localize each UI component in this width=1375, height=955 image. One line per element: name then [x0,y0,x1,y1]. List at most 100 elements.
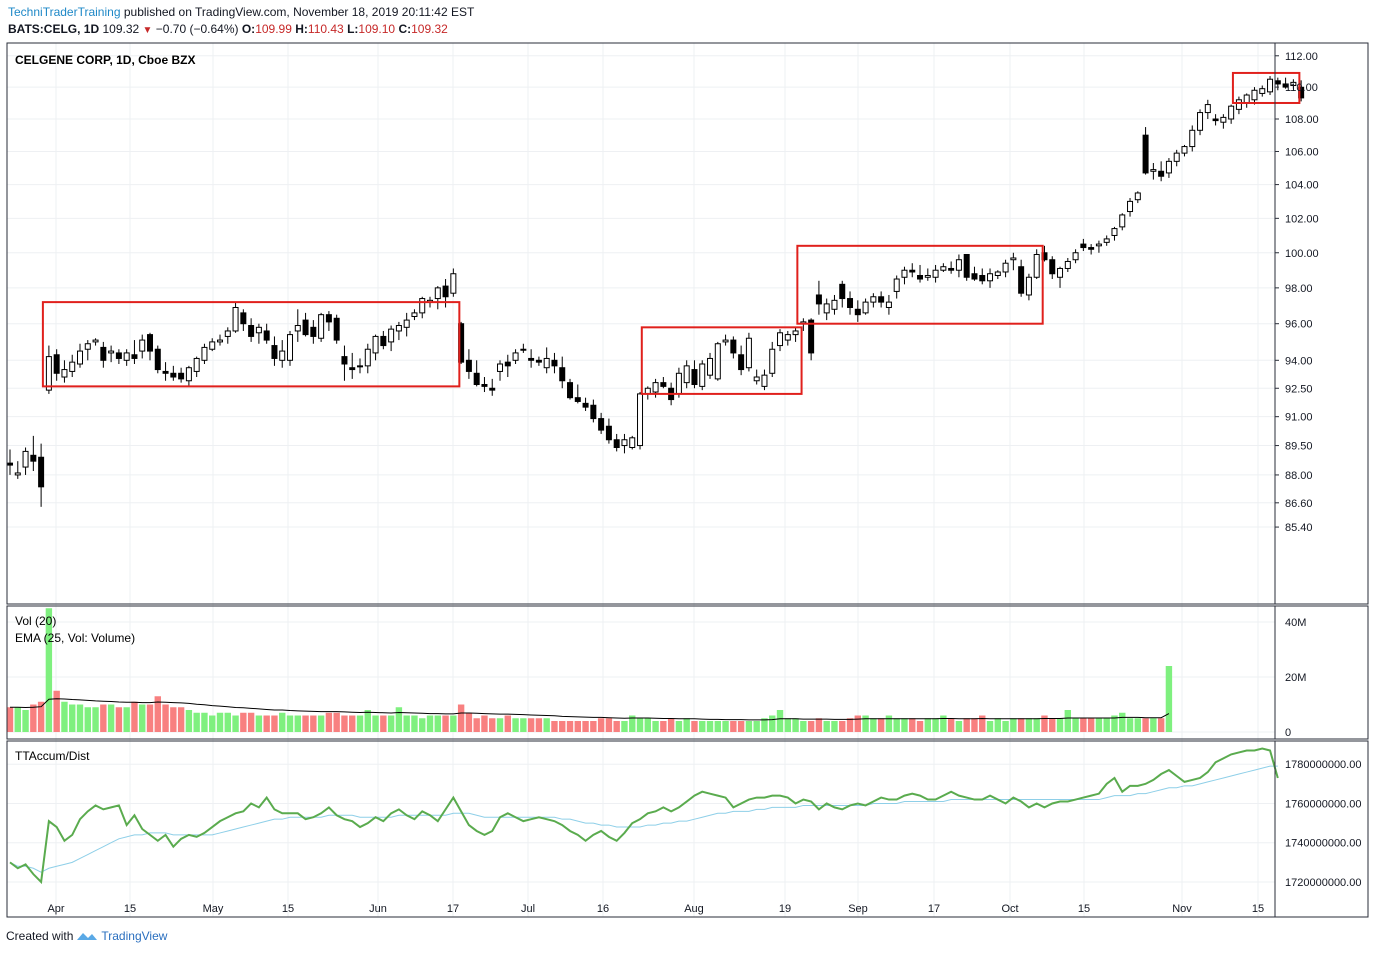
price-pane-title: CELGENE CORP, 1D, Cboe BZX [15,53,195,67]
volume-bar [667,718,675,732]
volume-bar [1119,712,1126,732]
volume-bar [170,707,177,732]
volume-bar [240,712,247,732]
volume-bar [737,721,745,732]
candle-body [473,372,480,386]
tradingview-logo-icon [77,933,98,940]
volume-bar [45,608,53,732]
volume-bar [784,718,791,732]
indicator-average-line [9,765,1278,873]
consolidation-box [796,244,1044,325]
author-link[interactable]: TechniTraderTraining [8,5,121,19]
consolidation-box [41,301,461,388]
price-tick-label: 96.00 [1285,319,1313,331]
candle-body [885,301,892,308]
candle-body [287,334,294,361]
tradingview-link[interactable]: TradingView [101,929,168,943]
price-tick-label: 94.00 [1285,355,1313,367]
footer: Created with TradingView [6,929,167,943]
candle-body [948,267,955,271]
candle-body [605,425,612,441]
volume-bar [947,718,955,732]
candle-body [372,335,379,354]
candle-body [1103,238,1110,243]
x-tick-label: Jul [521,903,535,915]
candle-body [1134,192,1141,201]
price-tick-label: 92.50 [1285,383,1313,395]
volume-bar [115,707,123,732]
volume-bar [53,690,60,732]
volume-bar [162,704,169,732]
price-tick-label: 108.00 [1285,114,1319,126]
candle-body [722,339,729,343]
ohlc-legend: BATS:CELG, 1D 109.32 ▼ −0.70 (−0.64%) O:… [8,22,448,36]
indicator-pane [9,747,1279,885]
candle-body [1064,260,1071,269]
candle-body [1189,129,1196,148]
volume-bar [800,721,807,732]
volume-bar [885,715,893,732]
volume-bar [792,718,799,732]
candle-body [294,325,301,332]
volume-bar [76,704,84,732]
candle-body [675,372,682,395]
candle-body [1080,243,1087,249]
candle-body [512,352,519,361]
volume-bar [621,721,628,732]
volume-bar [535,718,543,732]
down-arrow-icon: ▼ [142,25,153,36]
candle-body [815,294,822,305]
volume-bar [419,718,426,732]
candle-body [1212,118,1219,122]
ema-title: EMA (25, Vol: Volume) [15,631,135,645]
candle-body [535,359,542,363]
candle-body [108,350,115,354]
high-value: 110.43 [307,22,344,36]
price-tick-label: 85.40 [1285,522,1313,534]
x-tick-label: Jun [369,903,387,915]
volume-bar [450,715,457,732]
candle-body [598,418,605,431]
volume-bar [504,715,511,732]
candle-body [707,357,714,376]
x-tick-label: 15 [1252,903,1264,915]
axes: 112.00 110.00 108.00 106.00 104.00 102.00 100.… [47,51,1361,915]
volume-bar [395,707,403,732]
volume-bar [761,718,768,732]
x-tick-label: 17 [447,903,459,915]
candle-body [123,352,130,361]
volume-bar [566,721,574,732]
candle-body [582,402,589,408]
volume-bar [986,721,994,732]
candle-body [1119,214,1126,228]
volume-bar [613,721,620,732]
candle-body [839,283,846,300]
volume-bar [30,704,37,732]
pane-frame [6,42,1369,605]
volume-bar [870,718,877,732]
grid-lines [7,43,1275,917]
candle-body [1150,169,1157,172]
candle-body [1235,99,1242,110]
candle-body [302,319,309,336]
candle-body [528,357,535,361]
volume-bar [1072,718,1079,732]
candle-body [1057,267,1064,278]
indicator-tick-label: 1740000000.00 [1285,838,1361,850]
candle-body [162,370,169,374]
volume-bar [481,715,488,732]
candle-body [333,317,340,341]
candle-body [201,346,208,361]
low-value: 109.10 [358,22,396,36]
volume-bar [37,701,45,732]
volume-bar [652,721,659,732]
candle-body [932,269,939,278]
price-tick-label: 102.00 [1285,213,1319,225]
pane-frame [6,605,1369,740]
candle-body [567,382,574,399]
candle-body [994,271,1001,276]
candle-body [979,274,986,282]
candle-body [357,365,364,368]
x-tick-label: Aug [684,903,704,915]
